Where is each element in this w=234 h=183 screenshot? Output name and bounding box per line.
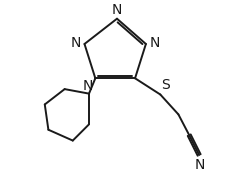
Text: N: N [71, 36, 81, 50]
Text: N: N [82, 79, 93, 93]
Text: N: N [149, 36, 160, 50]
Text: N: N [112, 3, 122, 17]
Text: N: N [195, 158, 205, 172]
Text: S: S [161, 78, 170, 92]
